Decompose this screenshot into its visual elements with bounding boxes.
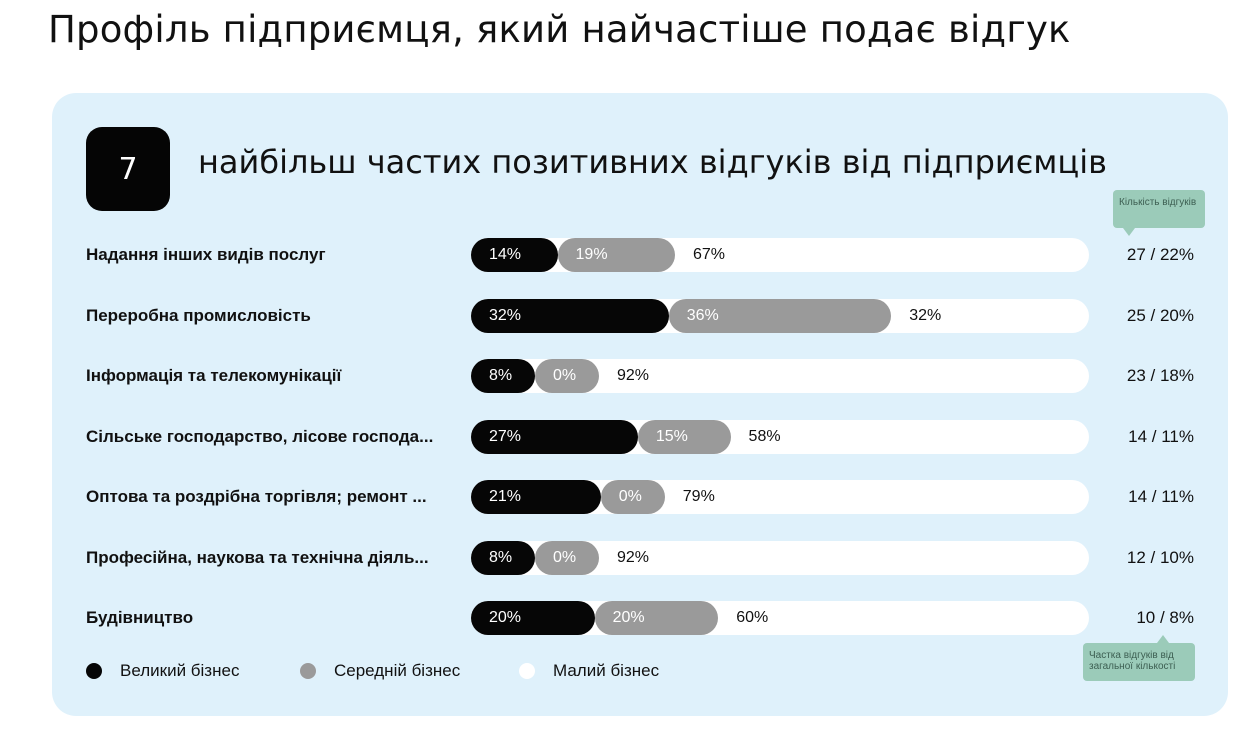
data-label: 36% xyxy=(686,306,719,324)
data-label: 0% xyxy=(553,367,577,384)
count-value: 27 / 22% xyxy=(1126,245,1194,264)
data-label: 0% xyxy=(618,488,642,505)
bar-segment-medium: 20% xyxy=(594,601,719,635)
count-badge: 7 xyxy=(86,127,170,211)
data-label: 92% xyxy=(617,367,650,384)
count-value: 25 / 20% xyxy=(1126,305,1194,325)
data-label: 92% xyxy=(617,548,650,566)
data-label: 58% xyxy=(748,427,781,445)
category-label: Сільське господарство, лісове господа... xyxy=(86,426,434,446)
count-value: 14 / 11% xyxy=(1128,487,1194,506)
page-title: Профіль підприємця, який найчастіше пода… xyxy=(48,8,1071,51)
category-label: Професійна, наукова та технічна діяль... xyxy=(86,547,429,567)
chart-panel: 7 найбільш частих позитивних відгуків ві… xyxy=(52,93,1228,716)
bar-segment-small: 92% xyxy=(599,359,1089,393)
bar-segment-large: 27% xyxy=(471,419,638,454)
data-label: 67% xyxy=(692,246,725,263)
count-value: 14 / 11% xyxy=(1128,426,1194,446)
bar-segment-small: 79% xyxy=(665,480,1089,514)
category-label: Будівництво xyxy=(86,608,194,627)
legend-item-large: Великий бізнес xyxy=(86,661,239,681)
count-value: 10 / 8% xyxy=(1136,608,1194,627)
bar-segment-small: 58% xyxy=(731,420,1089,454)
category-label: Переробна промисловість xyxy=(86,305,311,325)
bar-segment-large: 14% xyxy=(471,238,558,272)
legend-dot-medium xyxy=(300,663,316,679)
legend-label-medium: Середній бізнес xyxy=(334,661,461,680)
panel-heading: найбільш частих позитивних відгуків від … xyxy=(198,143,1107,181)
bar-track: 79% 0% 21% xyxy=(471,480,1089,514)
bar-segment-medium: 0% xyxy=(535,540,599,575)
data-label: 21% xyxy=(489,488,522,505)
data-label: 32% xyxy=(909,306,942,324)
data-label: 60% xyxy=(736,609,769,626)
data-label: 8% xyxy=(489,548,513,566)
data-label: 20% xyxy=(489,609,522,626)
bar-segment-medium: 19% xyxy=(557,238,675,272)
category-label: Інформація та телекомунікації xyxy=(86,366,342,385)
bar-track: 58% 15% 27% xyxy=(471,419,1089,454)
bar-segment-small: 67% xyxy=(675,238,1089,272)
bar-segment-small: 60% xyxy=(718,601,1089,635)
bar-segment-large: 8% xyxy=(471,540,535,575)
count-note: Кількість відгуків xyxy=(1113,190,1205,236)
bar-segment-medium: 0% xyxy=(600,480,665,514)
data-label: 27% xyxy=(489,427,522,445)
share-note: Частка відгуків від загальної кількості xyxy=(1083,635,1195,681)
count-value: 12 / 10% xyxy=(1126,547,1194,567)
bar-segment-medium: 36% xyxy=(668,298,892,333)
data-label: 32% xyxy=(489,306,522,324)
data-label: 0% xyxy=(553,548,577,566)
bar-segment-small: 32% xyxy=(891,299,1089,333)
bar-track: 32% 36% 32% xyxy=(471,298,1089,333)
bar-segment-large: 32% xyxy=(471,298,669,333)
bar-segment-small: 92% xyxy=(599,541,1089,575)
bar-segment-medium: 15% xyxy=(637,419,731,454)
legend-item-medium: Середній бізнес xyxy=(300,661,460,681)
data-label: 8% xyxy=(489,367,513,384)
legend-label-large: Великий бізнес xyxy=(120,661,240,680)
bar-track: 67% 19% 14% xyxy=(471,238,1089,272)
bar-segment-large: 8% xyxy=(471,359,535,393)
legend-item-small: Малий бізнес xyxy=(519,661,659,681)
bar-segment-medium: 0% xyxy=(535,359,599,393)
bar-track: 92% 0% 8% xyxy=(471,540,1089,575)
category-label: Оптова та роздрібна торгівля; ремонт ... xyxy=(86,487,427,506)
bar-segment-large: 20% xyxy=(471,601,595,635)
count-value: 23 / 18% xyxy=(1126,366,1194,385)
data-label: 14% xyxy=(489,246,522,263)
category-label: Надання інших видів послуг xyxy=(86,245,326,264)
bar-track: 60% 20% 20% xyxy=(471,601,1089,635)
legend-dot-small xyxy=(519,663,535,679)
bar-segment-large: 21% xyxy=(471,480,601,514)
legend-label-small: Малий бізнес xyxy=(553,661,660,680)
data-label: 20% xyxy=(612,609,645,626)
bar-track: 92% 0% 8% xyxy=(471,359,1089,393)
legend-dot-large xyxy=(86,663,102,679)
data-label: 79% xyxy=(682,488,715,505)
data-label: 19% xyxy=(575,246,608,263)
data-label: 15% xyxy=(655,427,688,445)
